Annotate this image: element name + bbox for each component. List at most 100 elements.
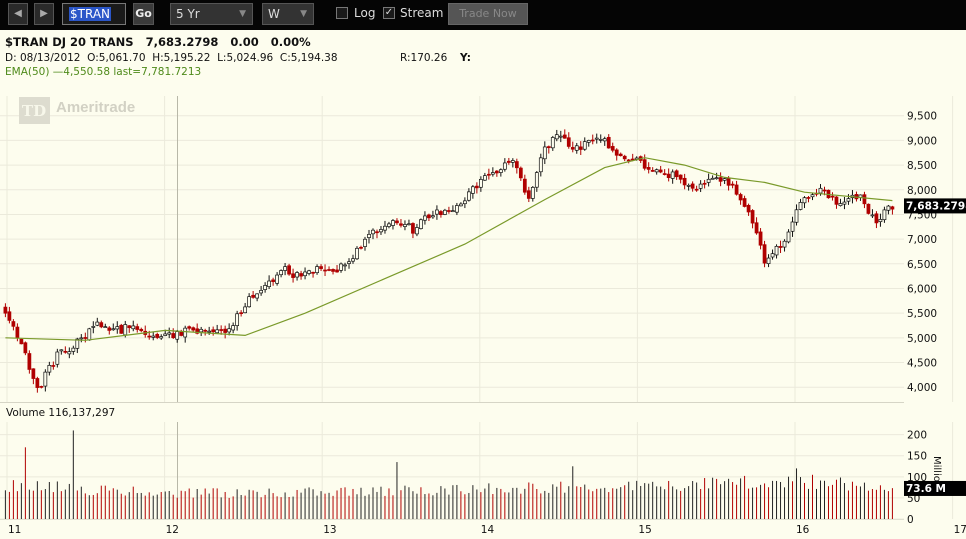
candle-body — [343, 264, 347, 267]
bar-ohlc: D: 08/13/2012 O:5,061.70 H:5,195.22 L:5,… — [5, 52, 338, 64]
candle-body — [718, 177, 723, 182]
candles — [3, 129, 895, 393]
trade-now-button[interactable]: Trade Now — [448, 3, 528, 25]
candle-body — [435, 209, 439, 215]
log-checkbox[interactable] — [336, 7, 348, 19]
candle-body — [107, 327, 112, 331]
aggregation-value: W — [268, 7, 280, 21]
candle-body — [87, 328, 92, 341]
candle-body — [387, 223, 391, 227]
candle-body — [79, 337, 84, 340]
candle-body — [670, 171, 675, 179]
candle-body — [27, 353, 32, 370]
candle-body — [762, 244, 767, 264]
candle-body — [738, 194, 743, 201]
x-tick-label: 14 — [481, 524, 495, 536]
candle-body — [275, 274, 279, 284]
candle-body — [267, 280, 271, 288]
candle-body — [566, 137, 571, 147]
candle-body — [299, 273, 303, 277]
candle-body — [411, 223, 415, 234]
candle-body — [471, 186, 475, 194]
left-arrow-icon: ◀ — [14, 8, 22, 19]
candle-body — [674, 170, 679, 178]
volume-bars — [4, 430, 893, 519]
last-volume-tag: 73.6 M — [904, 480, 966, 496]
candle-body — [331, 269, 335, 272]
price-chart[interactable]: TD Ameritrade 9,5009,0008,5008,0007,5007… — [0, 80, 966, 539]
candle-body — [862, 194, 867, 205]
candle-body — [614, 149, 619, 156]
volume-tick-label: 150 — [907, 451, 927, 463]
candle-body — [295, 272, 299, 278]
candle-body — [582, 141, 587, 150]
candle-body — [459, 203, 463, 207]
candle-body — [283, 266, 287, 271]
candle-body — [371, 229, 375, 235]
quote-summary: $TRAN DJ 20 TRANS 7,683.2798 0.00 0.00% — [5, 35, 311, 49]
candle-body — [714, 177, 719, 180]
candle-body — [455, 205, 459, 213]
candle-body — [706, 178, 711, 183]
candle-body — [846, 198, 851, 202]
aggregation-select[interactable]: W ▼ — [262, 3, 314, 25]
last-price-tag: 7,683.2798 — [904, 198, 966, 214]
candle-body — [271, 279, 275, 282]
volume-tick-label: 200 — [907, 430, 927, 442]
go-button[interactable]: Go — [133, 3, 154, 25]
watermark-text: Ameritrade — [56, 99, 135, 116]
candle-body — [618, 153, 623, 157]
axes: 9,5009,0008,5008,0007,5007,0006,5006,000… — [8, 111, 966, 536]
candle-body — [199, 328, 204, 333]
back-button[interactable]: ◀ — [8, 3, 28, 25]
candle-body — [155, 333, 160, 338]
candle-body — [682, 177, 687, 186]
candle-body — [734, 184, 739, 195]
candle-body — [510, 160, 515, 163]
period-select[interactable]: 5 Yr ▼ — [170, 3, 253, 25]
candle-body — [802, 197, 807, 204]
candle-body — [399, 223, 403, 226]
candle-body — [443, 209, 447, 215]
candle-body — [654, 169, 659, 173]
last-volume-label: 73.6 M — [906, 483, 946, 495]
candle-body — [63, 350, 68, 353]
td-logo-icon — [19, 97, 50, 124]
stream-checkbox[interactable]: ✓ — [383, 7, 395, 19]
candle-body — [135, 326, 140, 330]
right-arrow-icon: ▶ — [40, 8, 48, 19]
candle-body — [403, 224, 407, 227]
x-tick-label: 15 — [638, 524, 651, 536]
candle-body — [842, 201, 847, 205]
candle-body — [339, 263, 343, 271]
candle-body — [538, 157, 543, 173]
volume-unit-label: Millio — [931, 456, 942, 482]
candle-body — [750, 210, 755, 224]
candle-body — [486, 173, 491, 176]
symbol-input[interactable]: $TRAN — [62, 3, 126, 25]
y-readout: Y: — [460, 52, 471, 64]
candle-body — [67, 351, 72, 355]
price-tick-label: 8,500 — [907, 160, 937, 172]
candle-body — [530, 187, 535, 199]
candle-body — [391, 220, 395, 226]
candle-body — [227, 328, 232, 333]
candle-body — [383, 225, 387, 231]
candle-body — [191, 327, 196, 331]
candle-body — [39, 386, 44, 388]
candle-body — [47, 365, 52, 373]
forward-button[interactable]: ▶ — [34, 3, 54, 25]
candle-body — [554, 134, 559, 140]
candle-body — [179, 331, 184, 336]
candle-body — [23, 342, 28, 354]
candle-body — [183, 327, 188, 338]
candle-body — [722, 178, 727, 181]
volume-tick-label: 100 — [907, 472, 927, 484]
candle-body — [534, 172, 539, 188]
candle-body — [694, 188, 699, 191]
candle-body — [710, 177, 715, 180]
candle-body — [91, 326, 96, 328]
candle-body — [806, 197, 811, 199]
candle-body — [870, 214, 875, 217]
candle-body — [886, 205, 891, 211]
